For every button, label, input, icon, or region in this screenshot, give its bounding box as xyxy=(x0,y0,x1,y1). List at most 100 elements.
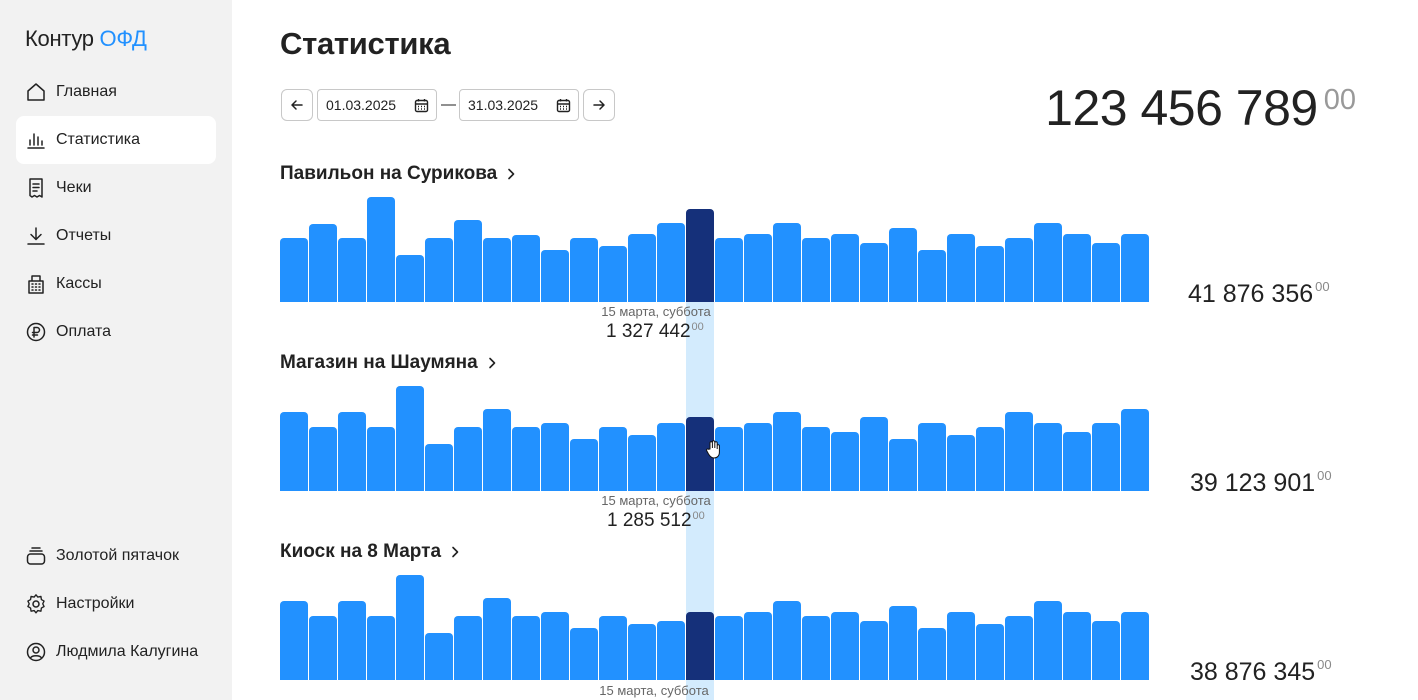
chart-bar-day-27[interactable] xyxy=(1034,423,1062,491)
next-period-button[interactable] xyxy=(583,89,615,121)
chart-bar-day-6[interactable] xyxy=(425,238,453,302)
chart-bar-day-28[interactable] xyxy=(1063,234,1091,302)
chart-bar-day-23[interactable] xyxy=(918,628,946,680)
chart-bar-day-24[interactable] xyxy=(947,234,975,302)
chart-bar-day-7[interactable] xyxy=(454,427,482,491)
chart-bar-day-23[interactable] xyxy=(918,250,946,302)
chart-bar-day-19[interactable] xyxy=(802,238,830,302)
store-title-link[interactable]: Магазин на Шаумяна xyxy=(280,352,499,374)
chart-bar-day-15[interactable] xyxy=(686,209,714,302)
store-title-link[interactable]: Павильон на Сурикова xyxy=(280,163,518,185)
chart-bar-day-18[interactable] xyxy=(773,223,801,302)
sidebar-item-settings[interactable]: Настройки xyxy=(16,580,216,628)
chart-bar-day-17[interactable] xyxy=(744,612,772,680)
chart-bar-day-14[interactable] xyxy=(657,621,685,680)
store-title-link[interactable]: Киоск на 8 Марта xyxy=(280,541,462,563)
chart-bar-day-2[interactable] xyxy=(309,616,337,680)
chart-bar-day-2[interactable] xyxy=(309,427,337,491)
chart-bar-day-26[interactable] xyxy=(1005,412,1033,491)
chart-bar-day-20[interactable] xyxy=(831,432,859,491)
chart-bar-day-20[interactable] xyxy=(831,234,859,302)
chart-bar-day-30[interactable] xyxy=(1121,409,1149,491)
chart-bar-day-8[interactable] xyxy=(483,598,511,680)
chart-bar-day-28[interactable] xyxy=(1063,612,1091,680)
chart-bar-day-30[interactable] xyxy=(1121,612,1149,680)
chart-bar-day-12[interactable] xyxy=(599,616,627,680)
chart-bar-day-18[interactable] xyxy=(773,601,801,680)
chart-bar-day-10[interactable] xyxy=(541,612,569,680)
chart-bar-day-8[interactable] xyxy=(483,238,511,302)
chart-bar-day-13[interactable] xyxy=(628,234,656,302)
chart-bar-day-23[interactable] xyxy=(918,423,946,491)
sidebar-item-stats[interactable]: Статистика xyxy=(16,116,216,164)
chart-bar-day-14[interactable] xyxy=(657,223,685,302)
chart-bar-day-5[interactable] xyxy=(396,386,424,491)
chart-bar-day-10[interactable] xyxy=(541,250,569,302)
chart-bar-day-1[interactable] xyxy=(280,412,308,491)
chart-bar-day-7[interactable] xyxy=(454,616,482,680)
chart-bar-day-22[interactable] xyxy=(889,228,917,302)
chart-bar-day-16[interactable] xyxy=(715,616,743,680)
chart-bar-day-21[interactable] xyxy=(860,621,888,680)
chart-bar-day-29[interactable] xyxy=(1092,621,1120,680)
chart-bar-day-22[interactable] xyxy=(889,439,917,491)
chart-bar-day-7[interactable] xyxy=(454,220,482,302)
chart-bar-day-27[interactable] xyxy=(1034,601,1062,680)
chart-bar-day-1[interactable] xyxy=(280,238,308,302)
chart-bar-day-17[interactable] xyxy=(744,423,772,491)
chart-bar-day-5[interactable] xyxy=(396,255,424,302)
sidebar-item-gold[interactable]: Золотой пятачок xyxy=(16,532,216,580)
chart-bar-day-10[interactable] xyxy=(541,423,569,491)
chart-bar-day-16[interactable] xyxy=(715,427,743,491)
chart-bar-day-25[interactable] xyxy=(976,246,1004,302)
chart-bar-day-27[interactable] xyxy=(1034,223,1062,302)
sidebar-item-main[interactable]: Главная xyxy=(16,68,216,116)
logo[interactable]: Контур ОФД xyxy=(25,26,147,52)
chart-bar-day-26[interactable] xyxy=(1005,238,1033,302)
chart-bar-day-15[interactable] xyxy=(686,612,714,680)
sidebar-item-reports[interactable]: Отчеты xyxy=(16,212,216,260)
calendar-icon[interactable] xyxy=(414,98,429,113)
chart-bar-day-28[interactable] xyxy=(1063,432,1091,491)
sidebar-item-receipts[interactable]: Чеки xyxy=(16,164,216,212)
chart-bar-day-29[interactable] xyxy=(1092,243,1120,302)
chart-bar-day-12[interactable] xyxy=(599,427,627,491)
chart-bar-day-24[interactable] xyxy=(947,612,975,680)
chart-bar-day-24[interactable] xyxy=(947,435,975,491)
chart-bar-day-3[interactable] xyxy=(338,238,366,302)
chart-bar-day-6[interactable] xyxy=(425,444,453,491)
chart-bar-day-14[interactable] xyxy=(657,423,685,491)
chart-bar-day-13[interactable] xyxy=(628,435,656,491)
chart-bar-day-29[interactable] xyxy=(1092,423,1120,491)
chart-bar-day-12[interactable] xyxy=(599,246,627,302)
chart-bar-day-3[interactable] xyxy=(338,601,366,680)
chart-bar-day-11[interactable] xyxy=(570,238,598,302)
chart-bar-day-9[interactable] xyxy=(512,235,540,302)
chart-bar-day-20[interactable] xyxy=(831,612,859,680)
prev-period-button[interactable] xyxy=(281,89,313,121)
chart-bar-day-8[interactable] xyxy=(483,409,511,491)
chart-bar-day-9[interactable] xyxy=(512,616,540,680)
chart-bar-day-22[interactable] xyxy=(889,606,917,680)
chart-bar-day-4[interactable] xyxy=(367,427,395,491)
chart-bar-day-3[interactable] xyxy=(338,412,366,491)
chart-bar-day-1[interactable] xyxy=(280,601,308,680)
chart-bar-day-2[interactable] xyxy=(309,224,337,302)
sidebar-item-registers[interactable]: Кассы xyxy=(16,260,216,308)
chart-bar-day-26[interactable] xyxy=(1005,616,1033,680)
chart-bar-day-4[interactable] xyxy=(367,197,395,302)
calendar-icon[interactable] xyxy=(556,98,571,113)
chart-bar-day-18[interactable] xyxy=(773,412,801,491)
chart-bar-day-11[interactable] xyxy=(570,439,598,491)
chart-bar-day-21[interactable] xyxy=(860,243,888,302)
chart-bar-day-9[interactable] xyxy=(512,427,540,491)
chart-bar-day-19[interactable] xyxy=(802,427,830,491)
sidebar-item-payment[interactable]: Оплата xyxy=(16,308,216,356)
date-from-input[interactable]: 01.03.2025 xyxy=(317,89,437,121)
chart-bar-day-13[interactable] xyxy=(628,624,656,680)
chart-bar-day-17[interactable] xyxy=(744,234,772,302)
chart-bar-day-30[interactable] xyxy=(1121,234,1149,302)
chart-bar-day-25[interactable] xyxy=(976,427,1004,491)
chart-bar-day-5[interactable] xyxy=(396,575,424,680)
date-to-input[interactable]: 31.03.2025 xyxy=(459,89,579,121)
